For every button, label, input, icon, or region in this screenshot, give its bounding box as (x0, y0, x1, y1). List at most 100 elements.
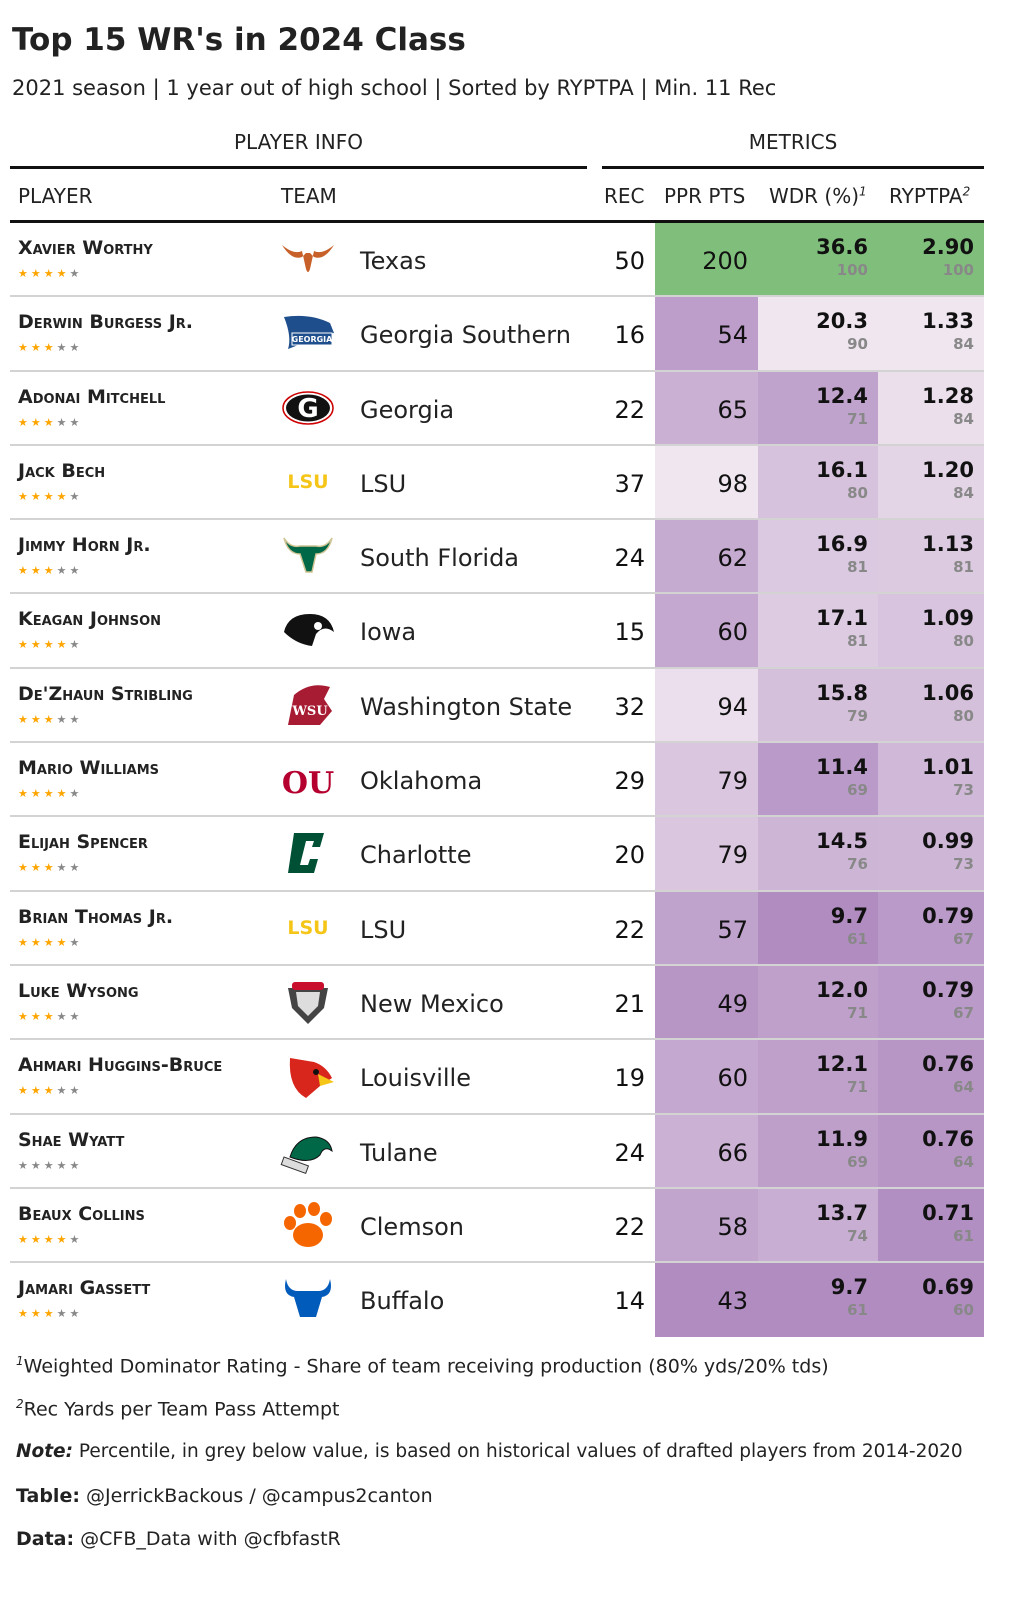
wdr-label: WDR (%) (769, 184, 860, 208)
table-row: Keagan Johnson ★★★★★ Iowa 15 60 17.1 81 1.09 80 (10, 594, 984, 669)
star-rating: ★★★★★ (18, 1307, 82, 1320)
ryptpa-cell: 0.76 64 (878, 1040, 984, 1113)
player-name: De'Zhaun Stribling (18, 682, 193, 705)
wdr-value: 16.9 (816, 532, 868, 557)
ryptpa-percentile: 64 (953, 1152, 974, 1171)
star-icon: ★ (43, 1307, 57, 1321)
ryptpa-cell: 0.79 67 (878, 965, 984, 1039)
rec-value: 24 (614, 544, 645, 573)
ryptpa-value: 1.28 (922, 383, 974, 408)
ryptpa-percentile: 73 (953, 855, 974, 874)
star-icon: ★ (43, 1084, 57, 1098)
star-icon: ★ (69, 267, 83, 280)
ppr-value: 54 (717, 321, 748, 350)
ryptpa-value: 0.71 (922, 1200, 974, 1225)
wdr-percentile: 81 (847, 632, 868, 651)
rec-value: 29 (614, 767, 645, 796)
table-credit-text: @JerrickBackous / @campus2canton (85, 1485, 433, 1507)
team-name: Washington State (360, 692, 573, 721)
ryptpa-value: 0.99 (922, 829, 974, 854)
ryptpa-value: 0.69 (922, 1275, 974, 1300)
ryptpa-cell: 1.33 84 (878, 297, 984, 370)
hawkeye-logo-icon (280, 606, 336, 654)
wdr-value: 13.7 (816, 1200, 868, 1225)
team-name: Georgia Southern (360, 321, 571, 350)
star-icon: ★ (69, 564, 83, 578)
star-rating: ★★★★★ (18, 1233, 82, 1246)
ppr-value: 65 (717, 395, 748, 424)
star-icon: ★ (43, 1009, 57, 1023)
charlotte-c-logo-icon (280, 829, 336, 877)
team-name: Buffalo (360, 1287, 445, 1316)
wdr-cell: 36.6 100 (758, 223, 878, 296)
wdr-percentile: 69 (847, 781, 868, 800)
star-icon: ★ (56, 415, 70, 429)
rec-value: 37 (614, 469, 645, 498)
table-row: Beaux Collins ★★★★★ Clemson 22 58 13.7 74 0.71 6… (10, 1188, 984, 1264)
star-rating: ★★★★★ (18, 267, 82, 280)
wdr-cell: 15.8 79 (758, 668, 878, 742)
ppr-value: 98 (717, 469, 748, 498)
star-rating: ★★★★★ (18, 1084, 82, 1097)
star-icon: ★ (43, 267, 57, 280)
ryptpa-value: 1.13 (922, 532, 974, 557)
team-name: Georgia (360, 395, 455, 424)
star-icon: ★ (30, 712, 44, 726)
star-rating: ★★★★★ (18, 638, 82, 651)
svg-text:OU: OU (282, 766, 334, 801)
wdr-cell: 13.7 74 (758, 1188, 878, 1262)
ryptpa-cell: 0.69 60 (878, 1263, 984, 1338)
ppr-cell: 62 (655, 520, 758, 593)
team-name: LSU (360, 469, 407, 498)
star-icon: ★ (56, 489, 70, 503)
rec-value: 20 (614, 841, 645, 870)
tiger-paw-logo-icon (280, 1201, 336, 1249)
star-icon: ★ (18, 861, 31, 875)
ryptpa-percentile: 80 (953, 632, 974, 651)
wdr-value: 9.7 (830, 903, 868, 928)
star-rating: ★★★★★ (18, 936, 82, 949)
star-rating: ★★★★★ (18, 564, 82, 577)
ppr-value: 57 (717, 915, 748, 944)
ryptpa-value: 0.79 (922, 903, 974, 928)
star-icon: ★ (69, 341, 83, 355)
svg-text:G: G (297, 394, 318, 424)
star-icon: ★ (18, 415, 31, 429)
team-name: Texas (360, 247, 427, 275)
cardinal-logo-icon (280, 1052, 336, 1100)
svg-text:LSU: LSU (287, 917, 328, 939)
star-icon: ★ (43, 638, 57, 652)
svg-text:GEORGIA: GEORGIA (292, 335, 334, 344)
star-icon: ★ (69, 1232, 83, 1246)
player-name: Jack Bech (18, 459, 106, 482)
header-divider (10, 220, 984, 223)
star-icon: ★ (69, 415, 83, 429)
player-name: Xavier Worthy (18, 237, 153, 259)
table-row: Jamari Gassett ★★★★★ Buffalo 14 43 9.7 61 0.69 6… (10, 1263, 984, 1338)
note-label: Note: (16, 1441, 73, 1462)
star-icon: ★ (30, 415, 44, 429)
team-name: Iowa (360, 618, 417, 647)
wdr-percentile: 71 (847, 409, 868, 428)
footnote-text: Weighted Dominator Rating - Share of tea… (23, 1355, 829, 1378)
ryptpa-cell: 0.79 67 (878, 891, 984, 964)
star-icon: ★ (56, 1232, 70, 1246)
star-icon: ★ (43, 564, 57, 578)
table-row: Brian Thomas Jr. ★★★★★ LSU LSU 22 57 9.7 61 0.79… (10, 891, 984, 966)
wdr-percentile: 81 (847, 558, 868, 577)
player-name: Jimmy Horn Jr. (18, 534, 151, 557)
table-row: Xavier Worthy ★★★★★ Texas 50 200 36.6 100 2.90 1… (10, 223, 984, 298)
player-name: Mario Williams (18, 757, 160, 780)
wdr-cell: 11.9 69 (758, 1114, 878, 1187)
wdr-cell: 11.4 69 (758, 743, 878, 816)
star-icon: ★ (56, 341, 70, 355)
wdr-cell: 9.7 61 (758, 891, 878, 964)
wdr-percentile: 74 (847, 1226, 868, 1245)
wdr-value: 9.7 (830, 1275, 868, 1300)
star-icon: ★ (69, 1158, 83, 1172)
team-name: Clemson (360, 1212, 464, 1241)
ppr-cell: 57 (655, 891, 758, 964)
g-logo-icon: G (280, 384, 336, 432)
lsu-logo-icon: LSU (280, 458, 336, 506)
star-icon: ★ (56, 787, 70, 801)
